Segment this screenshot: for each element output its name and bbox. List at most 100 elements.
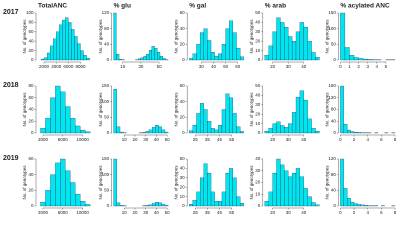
y-tick-label: 0	[31, 203, 34, 208]
bar	[113, 89, 117, 134]
y-tick-label: 20	[255, 111, 261, 116]
y-tick-label: 100	[102, 172, 110, 177]
bar	[367, 59, 373, 61]
y-tick-label: 10	[255, 121, 261, 126]
y-tick-label: 30	[255, 102, 261, 107]
bar	[232, 177, 237, 207]
x-tick-label: 8	[394, 137, 397, 142]
bar	[358, 58, 364, 61]
y-tick-label: 120	[328, 156, 336, 161]
bar	[303, 188, 308, 207]
x-tick-label: 10	[120, 64, 126, 69]
y-tick-label: 160	[328, 83, 336, 88]
bar	[70, 118, 76, 134]
bar	[315, 57, 320, 61]
bar	[272, 172, 277, 207]
y-tick-label: 40	[180, 99, 186, 104]
bar	[148, 204, 153, 207]
bar	[158, 202, 162, 207]
bar	[268, 191, 273, 207]
y-tick-label: 60	[28, 95, 34, 100]
y-tick-label: 80	[28, 20, 34, 25]
y-tick-label: 50	[331, 42, 337, 47]
bar	[350, 131, 355, 134]
bar	[196, 113, 201, 134]
y-tick-label: 10	[255, 48, 261, 53]
bar	[344, 47, 350, 61]
x-tick-label: 2000	[38, 137, 49, 142]
bar	[347, 129, 351, 134]
y-axis-label: No. of genotypes	[249, 19, 254, 54]
bar	[189, 58, 193, 61]
x-tick-label: 40	[301, 137, 307, 142]
y-tick-label: 50	[104, 115, 110, 120]
bar	[291, 41, 297, 61]
x-tick-label: 30	[286, 64, 292, 69]
bar	[50, 174, 56, 207]
x-tick-label: 10	[122, 210, 128, 215]
y-tick-label: 20	[28, 48, 34, 53]
bar	[77, 43, 81, 61]
x-tick-label: 10000	[76, 210, 89, 215]
bar	[140, 57, 144, 61]
row-label: 2019	[3, 155, 19, 162]
bar	[276, 121, 281, 134]
bar	[353, 57, 359, 61]
bar	[315, 204, 320, 207]
y-axis-label: No. of genotypes	[98, 92, 103, 127]
y-tick-label: 50	[104, 188, 110, 193]
bar	[80, 50, 84, 61]
y-tick-label: 40	[180, 26, 186, 31]
bar	[268, 45, 273, 61]
bar	[71, 29, 75, 61]
bar	[295, 97, 301, 134]
bar	[65, 17, 69, 61]
bar	[80, 201, 86, 207]
bar	[60, 158, 66, 207]
bar	[229, 168, 234, 207]
bar	[143, 55, 147, 61]
bar	[299, 22, 304, 61]
bar	[155, 125, 159, 134]
y-tick-label: 0	[258, 57, 261, 62]
bar	[284, 170, 289, 207]
bar	[152, 203, 156, 207]
bar	[340, 85, 344, 134]
bar	[62, 19, 66, 61]
bar	[218, 53, 223, 61]
x-tick-label: 40	[301, 210, 307, 215]
bar	[189, 203, 193, 207]
bar	[357, 204, 361, 207]
bar	[340, 12, 346, 61]
bar	[138, 58, 142, 61]
x-tick-label: 20	[133, 137, 139, 142]
bar	[280, 22, 285, 61]
y-axis-label: No. of genotypes	[22, 165, 27, 200]
y-tick-label: 60	[180, 10, 186, 15]
x-tick-label: 6	[380, 137, 383, 142]
bar	[311, 128, 316, 134]
bar	[236, 48, 241, 61]
y-tick-label: 100	[26, 10, 34, 15]
x-tick-label: 30	[138, 64, 144, 69]
y-tick-label: 20	[180, 115, 186, 120]
y-tick-label: 0	[182, 57, 185, 62]
bar	[199, 32, 204, 61]
y-tick-label: 120	[102, 10, 110, 15]
bar	[284, 127, 289, 134]
y-axis-label: No. of genotypes	[173, 19, 178, 54]
y-tick-label: 80	[331, 107, 337, 112]
bar	[240, 131, 244, 134]
x-tick-label: 40	[211, 64, 217, 69]
bar	[55, 162, 61, 207]
x-tick-label: 6000	[63, 64, 74, 69]
bar	[145, 205, 150, 207]
bar	[264, 130, 269, 134]
y-axis-label: No. of genotypes	[173, 165, 178, 200]
bar	[353, 131, 358, 134]
bar	[157, 52, 161, 61]
y-tick-label: 40	[255, 156, 261, 161]
x-tick-label: 8	[394, 210, 397, 215]
y-axis-label: No. of genotypes	[22, 19, 27, 54]
x-tick-label: 25	[193, 137, 199, 142]
